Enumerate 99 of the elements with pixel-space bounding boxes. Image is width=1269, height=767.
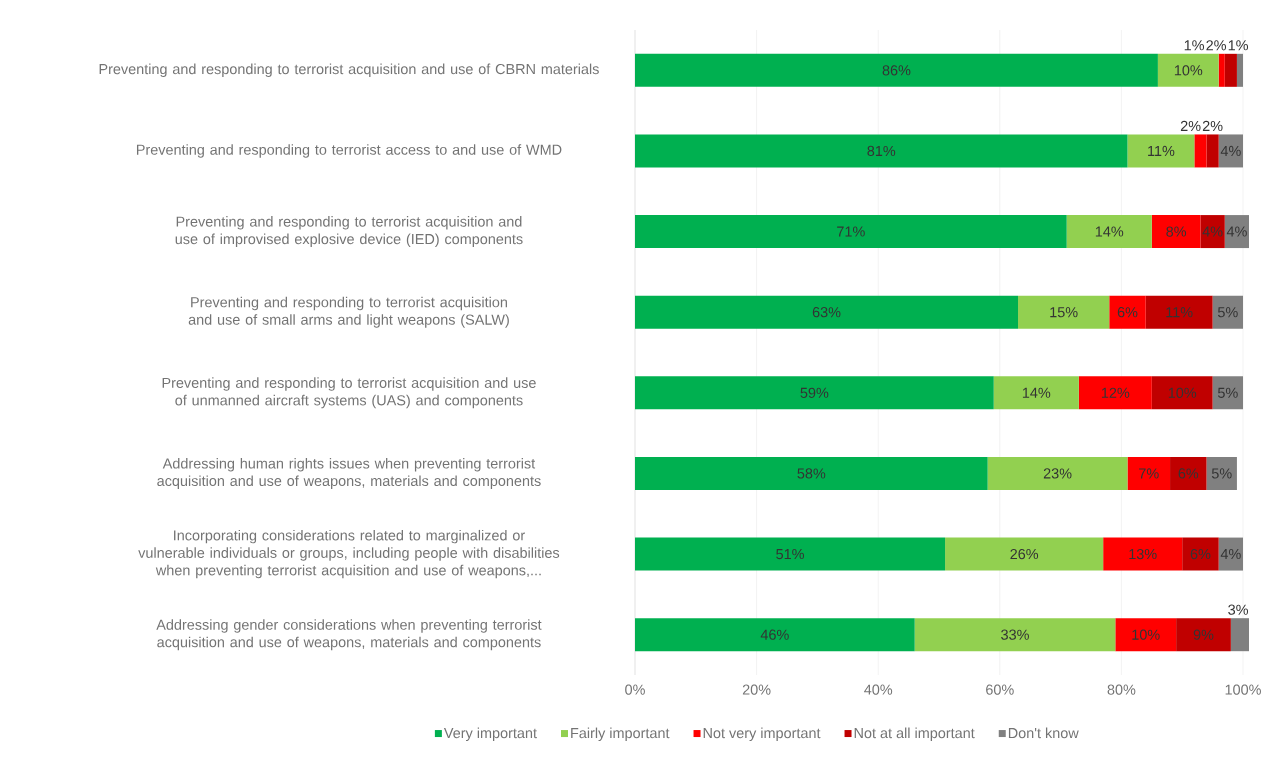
data-label: 4% <box>1220 145 1241 156</box>
bar <box>635 215 1067 249</box>
data-label: 2% <box>1202 120 1223 132</box>
data-label: 6% <box>1117 307 1138 318</box>
data-label: 51% <box>776 548 804 560</box>
data-label: 12% <box>1101 387 1130 398</box>
data-label: 10% <box>1132 629 1160 640</box>
bar <box>1200 215 1225 249</box>
data-label: 23% <box>1043 468 1072 479</box>
bar <box>1066 215 1152 249</box>
y-tick-label: Preventing and responding to terrorist acquisition and use of improvised explosive device (IED) components <box>175 216 523 248</box>
data-label: 6% <box>1190 548 1211 560</box>
data-label: 81% <box>867 145 896 157</box>
bar <box>1145 295 1213 329</box>
data-label: 4% <box>1220 549 1241 560</box>
data-label: 4% <box>1202 226 1223 237</box>
data-label: 6% <box>1178 468 1199 479</box>
data-label: 63% <box>812 307 841 318</box>
legend-label: Not at all important <box>854 727 975 742</box>
bar <box>1109 295 1146 329</box>
bar <box>945 537 1104 571</box>
bar <box>1230 618 1250 652</box>
data-label: 4% <box>1226 226 1247 237</box>
y-tick-label: Incorporating considerations related to marginalized or vulnerable individuals or groups, including people with disabilities when preventing terrorist acquisition and use of weapons,... <box>138 529 560 579</box>
bar <box>1127 456 1171 490</box>
bar <box>1157 53 1219 87</box>
data-label: 71% <box>837 226 865 237</box>
data-label: 5% <box>1217 307 1238 318</box>
bar <box>1151 376 1213 410</box>
bar <box>635 53 1158 87</box>
bar <box>635 537 946 571</box>
data-label: 2% <box>1180 120 1201 132</box>
bar <box>635 456 988 490</box>
legend-label: Not very important <box>703 727 821 742</box>
legend-label: Very important <box>443 727 537 742</box>
bar <box>1206 456 1237 490</box>
bar <box>914 618 1116 652</box>
x-tick-label: 0% <box>625 684 645 695</box>
x-tick-label: 100% <box>1225 684 1261 695</box>
x-tick-label: 60% <box>986 684 1014 695</box>
bar <box>1212 376 1244 410</box>
data-label: 9% <box>1193 629 1214 640</box>
bar <box>1218 134 1244 168</box>
bar <box>1115 618 1177 652</box>
y-tick-label: Addressing gender considerations when preventing terrorist acquisition and use of weapons, materials and components <box>156 619 542 651</box>
data-label: 2% <box>1206 40 1227 51</box>
bar <box>993 376 1079 410</box>
bar <box>1212 295 1244 329</box>
bar <box>1103 537 1183 571</box>
data-label: 59% <box>800 387 829 398</box>
x-tick-label: 40% <box>864 684 893 695</box>
data-label: 14% <box>1022 387 1051 398</box>
y-tick-label: Preventing and responding to terrorist access to and use of WMD <box>136 144 562 158</box>
data-label: 10% <box>1168 387 1197 398</box>
data-label: 7% <box>1139 468 1159 479</box>
data-label: 3% <box>1228 604 1249 615</box>
bar <box>1170 456 1207 490</box>
x-tick-label: 20% <box>742 684 771 695</box>
bar <box>1218 53 1225 87</box>
bar <box>635 295 1019 329</box>
bar <box>1176 618 1231 652</box>
data-label: 46% <box>760 629 789 640</box>
bar <box>1078 376 1152 410</box>
bar <box>1182 537 1219 571</box>
bar <box>987 456 1128 490</box>
data-label: 86% <box>882 65 911 76</box>
y-tick-label: Preventing and responding to terrorist acquisition and use of unmanned aircraft systems (UAS) and components <box>162 377 536 409</box>
bar <box>1224 215 1250 249</box>
bar <box>635 376 994 410</box>
legend-label: Fairly important <box>571 727 670 742</box>
data-label: 10% <box>1174 65 1203 76</box>
y-tick-label: Addressing human rights issues when preventing terrorist acquisition and use of weapons, materials and components <box>157 457 541 489</box>
bar <box>635 618 915 652</box>
bar <box>1236 53 1244 87</box>
legend-label: Don't know <box>1008 727 1079 739</box>
data-label: 15% <box>1050 307 1078 318</box>
bar <box>1151 215 1201 249</box>
data-label: 5% <box>1217 387 1238 398</box>
bar <box>1194 134 1207 168</box>
bar <box>635 134 1128 168</box>
data-label: 13% <box>1129 548 1157 560</box>
data-label: 5% <box>1211 468 1232 479</box>
y-tick-label: Preventing and responding to terrorist acquisition and use of small arms and light weapons (SALW) <box>188 296 509 328</box>
data-label: 11% <box>1166 307 1193 318</box>
data-label: 26% <box>1010 548 1039 560</box>
x-tick-label: 80% <box>1107 684 1136 695</box>
data-label: 11% <box>1148 145 1175 156</box>
y-tick-label: Preventing and responding to terrorist acquisition and use of CBRN materials <box>99 63 599 78</box>
data-label: 1% <box>1228 40 1249 51</box>
data-label: 14% <box>1095 226 1124 237</box>
bar <box>1218 537 1244 571</box>
bar <box>1127 134 1195 168</box>
data-label: 1% <box>1184 40 1205 51</box>
bar <box>1018 295 1110 329</box>
data-label: 58% <box>797 468 826 479</box>
bar <box>1224 53 1237 87</box>
bar <box>1206 134 1219 168</box>
data-label: 8% <box>1166 226 1187 237</box>
data-label: 33% <box>1001 629 1029 640</box>
